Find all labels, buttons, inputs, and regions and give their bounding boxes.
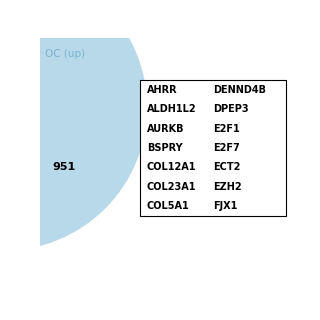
Text: DENND4B: DENND4B <box>213 85 266 95</box>
Text: BSPRY: BSPRY <box>147 143 182 153</box>
Text: COL5A1: COL5A1 <box>147 201 189 211</box>
Text: OC (up): OC (up) <box>45 50 85 60</box>
Text: AURKB: AURKB <box>147 124 184 134</box>
Text: FJX1: FJX1 <box>213 201 237 211</box>
Bar <box>140 80 285 216</box>
Text: EZH2: EZH2 <box>213 182 242 192</box>
Text: AHRR: AHRR <box>147 85 177 95</box>
Text: ECT2: ECT2 <box>213 163 240 172</box>
Text: E2F1: E2F1 <box>213 124 240 134</box>
Text: ALDH1L2: ALDH1L2 <box>147 104 196 114</box>
Text: COL12A1: COL12A1 <box>147 163 196 172</box>
Text: E2F7: E2F7 <box>213 143 240 153</box>
Text: COL23A1: COL23A1 <box>147 182 196 192</box>
Text: 951: 951 <box>52 162 76 172</box>
Text: DPEP3: DPEP3 <box>213 104 249 114</box>
Circle shape <box>0 0 147 250</box>
